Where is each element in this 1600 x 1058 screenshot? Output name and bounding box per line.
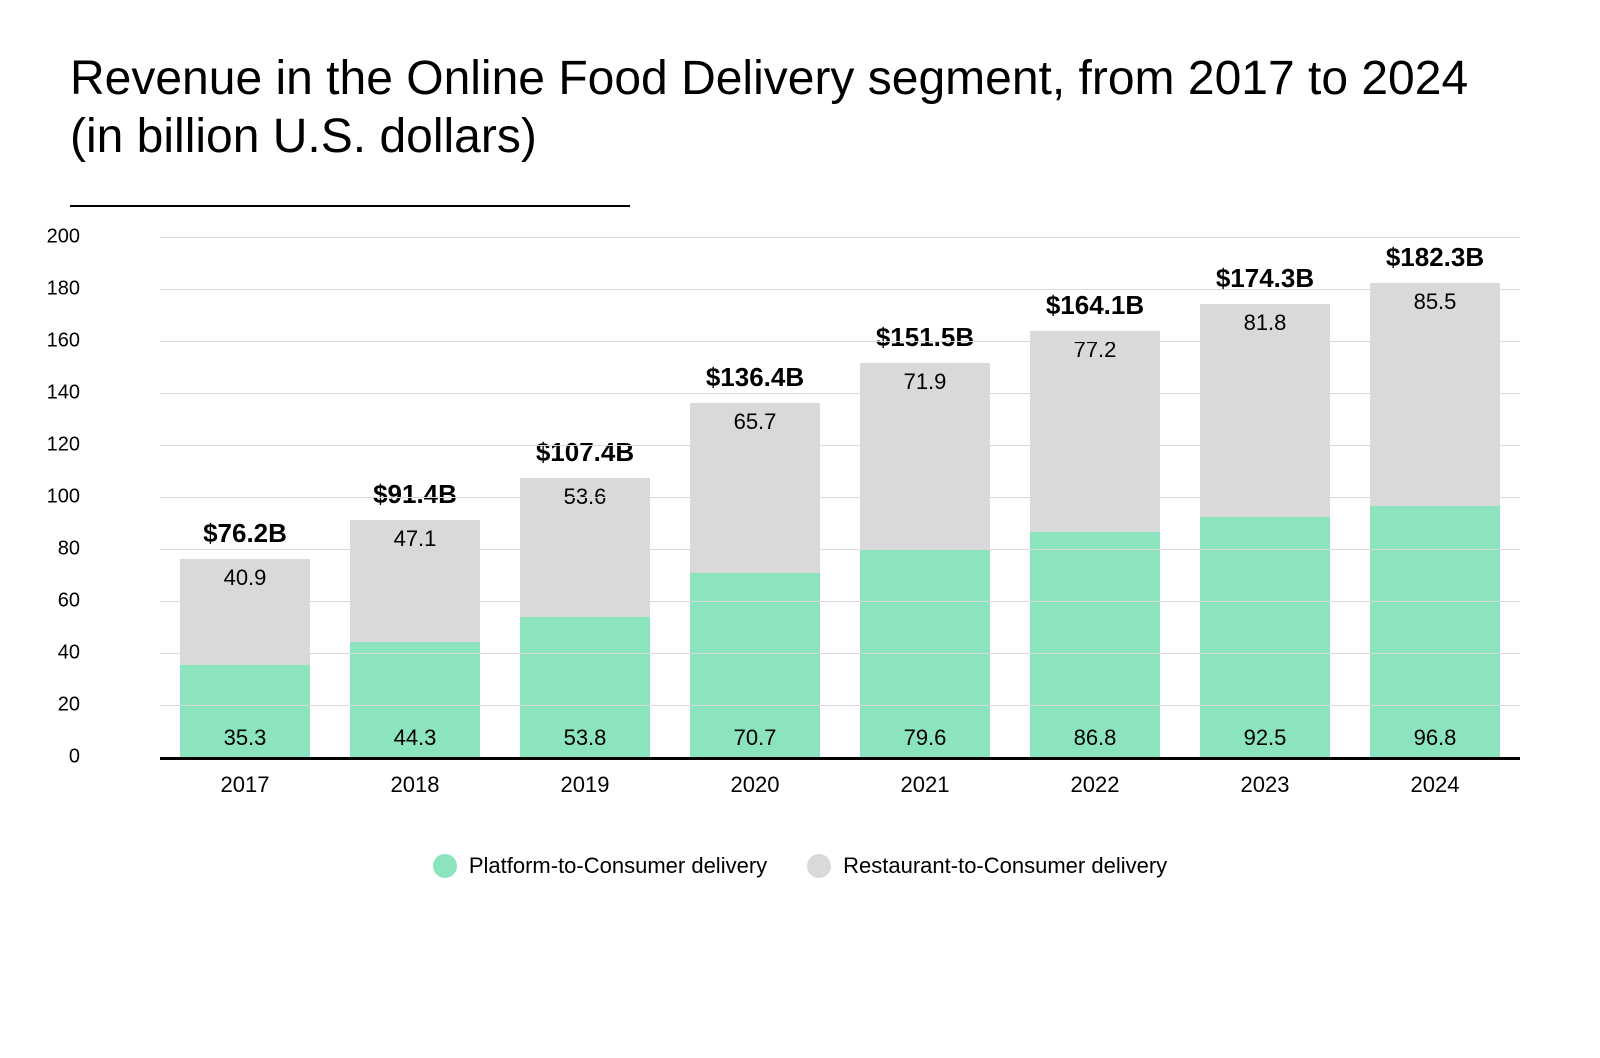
- y-tick-label: 200: [30, 226, 80, 249]
- segment-value-label: 44.3: [350, 725, 480, 751]
- segment-value-label: 71.9: [860, 369, 990, 395]
- y-tick-label: 140: [30, 382, 80, 405]
- y-tick-label: 0: [30, 746, 80, 769]
- legend-item: Platform-to-Consumer delivery: [433, 853, 767, 879]
- gridline: [160, 653, 1520, 654]
- segment-value-label: 35.3: [180, 725, 310, 751]
- legend-swatch: [807, 854, 831, 878]
- chart-page: Revenue in the Online Food Delivery segm…: [0, 0, 1600, 1058]
- segment-value-label: 85.5: [1370, 289, 1500, 315]
- segment-value-label: 79.6: [860, 725, 990, 751]
- bar-segment-restaurant: 85.5: [1370, 283, 1500, 505]
- x-tick-label: 2018: [350, 772, 480, 798]
- segment-value-label: 92.5: [1200, 725, 1330, 751]
- segment-value-label: 47.1: [350, 526, 480, 552]
- x-tick-label: 2019: [520, 772, 650, 798]
- total-label: $91.4B: [315, 479, 515, 510]
- gridline: [160, 237, 1520, 238]
- bar-segment-restaurant: 65.7: [690, 403, 820, 574]
- legend-label: Restaurant-to-Consumer delivery: [843, 853, 1167, 879]
- gridline: [160, 497, 1520, 498]
- y-tick-label: 20: [30, 694, 80, 717]
- gridline: [160, 393, 1520, 394]
- gridline: [160, 601, 1520, 602]
- total-label: $164.1B: [995, 290, 1195, 321]
- bar-segment-restaurant: 77.2: [1030, 331, 1160, 532]
- segment-value-label: 86.8: [1030, 725, 1160, 751]
- y-tick-label: 160: [30, 330, 80, 353]
- y-tick-label: 100: [30, 486, 80, 509]
- title-rule: [70, 205, 630, 207]
- bar-segment-restaurant: 47.1: [350, 520, 480, 642]
- gridline: [160, 445, 1520, 446]
- legend-label: Platform-to-Consumer delivery: [469, 853, 767, 879]
- gridline: [160, 549, 1520, 550]
- segment-value-label: 53.8: [520, 725, 650, 751]
- y-axis: 020406080100120140160180200: [90, 237, 150, 757]
- legend-item: Restaurant-to-Consumer delivery: [807, 853, 1167, 879]
- x-axis-labels: 2017 2018 2019 2020 2021 2022 2023 2024: [160, 772, 1520, 798]
- legend: Platform-to-Consumer delivery Restaurant-…: [70, 853, 1530, 879]
- segment-value-label: 81.8: [1200, 310, 1330, 336]
- legend-swatch: [433, 854, 457, 878]
- total-label: $76.2B: [145, 518, 345, 549]
- x-tick-label: 2024: [1370, 772, 1500, 798]
- total-label: $151.5B: [825, 322, 1025, 353]
- bar-segment-platform: 44.3: [350, 642, 480, 757]
- gridline: [160, 289, 1520, 290]
- bar-segment-platform: 92.5: [1200, 517, 1330, 758]
- total-label: $182.3B: [1335, 242, 1535, 273]
- total-label: $107.4B: [485, 437, 685, 468]
- segment-value-label: 40.9: [180, 565, 310, 591]
- bar-segment-platform: 35.3: [180, 665, 310, 757]
- segment-value-label: 96.8: [1370, 725, 1500, 751]
- x-tick-label: 2021: [860, 772, 990, 798]
- bar-segment-platform: 86.8: [1030, 532, 1160, 758]
- gridline: [160, 705, 1520, 706]
- chart-title: Revenue in the Online Food Delivery segm…: [70, 50, 1530, 165]
- segment-value-label: 70.7: [690, 725, 820, 751]
- bar-segment-platform: 53.8: [520, 617, 650, 757]
- x-tick-label: 2023: [1200, 772, 1330, 798]
- x-tick-label: 2022: [1030, 772, 1160, 798]
- gridline: [160, 341, 1520, 342]
- x-tick-label: 2017: [180, 772, 310, 798]
- bar-segment-restaurant: 53.6: [520, 478, 650, 617]
- y-tick-label: 80: [30, 538, 80, 561]
- y-tick-label: 180: [30, 278, 80, 301]
- bar-segment-restaurant: 40.9: [180, 559, 310, 665]
- segment-value-label: 65.7: [690, 409, 820, 435]
- y-tick-label: 60: [30, 590, 80, 613]
- total-label: $136.4B: [655, 362, 855, 393]
- y-tick-label: 120: [30, 434, 80, 457]
- x-tick-label: 2020: [690, 772, 820, 798]
- bar-segment-restaurant: 81.8: [1200, 304, 1330, 517]
- bar-segment-restaurant: 71.9: [860, 363, 990, 550]
- chart-area: 020406080100120140160180200 $76.2B40.935…: [100, 237, 1530, 798]
- plot-area: $76.2B40.935.3$91.4B47.144.3$107.4B53.65…: [160, 237, 1520, 760]
- bar-segment-platform: 96.8: [1370, 506, 1500, 758]
- y-tick-label: 40: [30, 642, 80, 665]
